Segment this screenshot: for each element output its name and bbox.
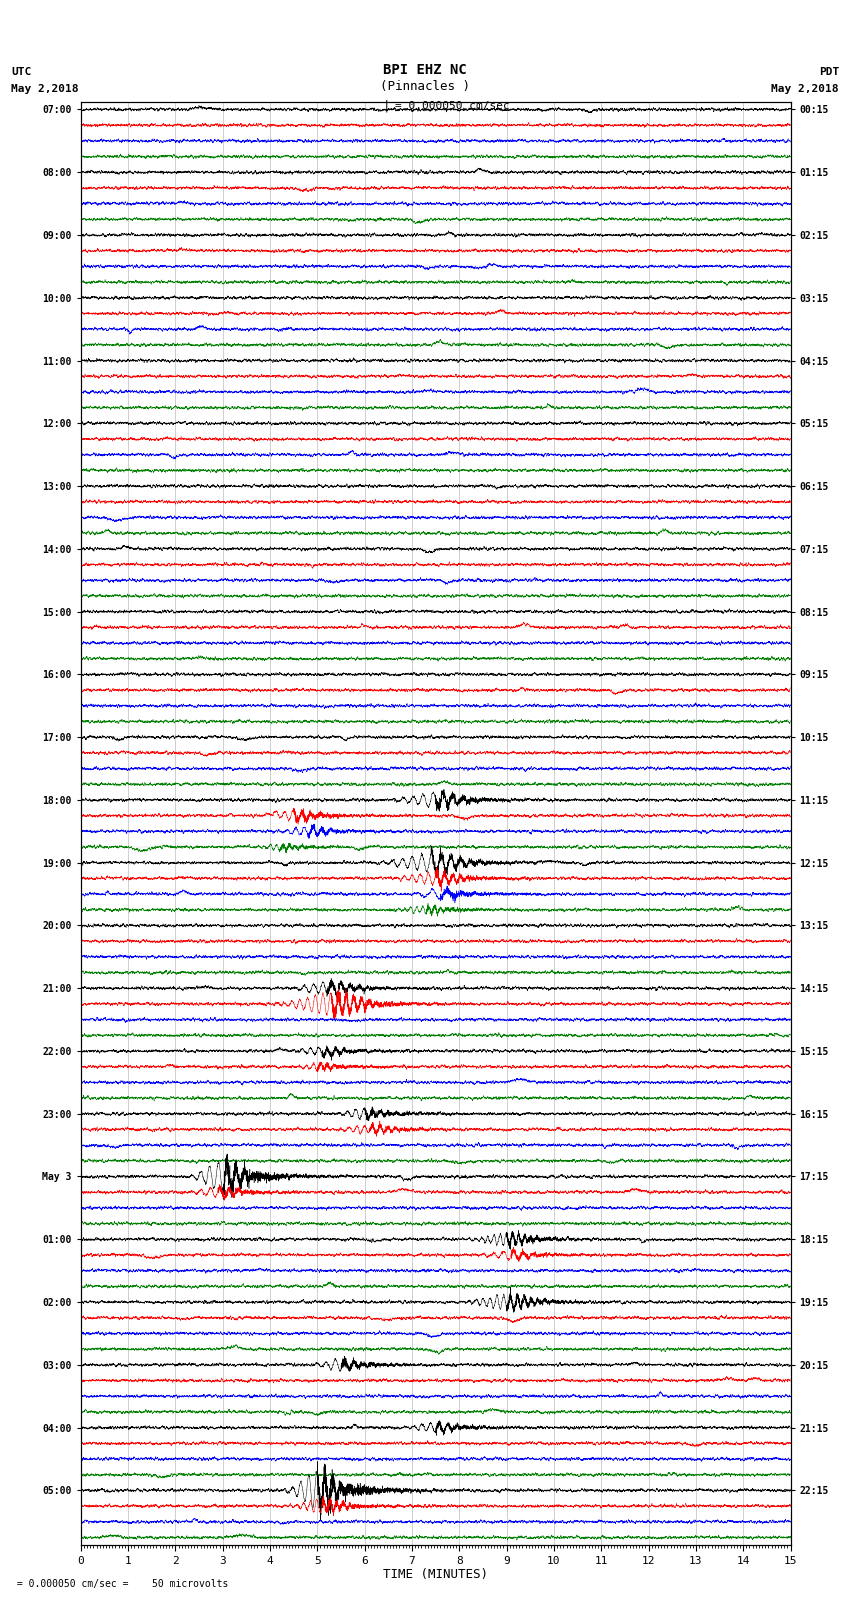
Text: May 2,2018: May 2,2018 [772, 84, 839, 94]
Text: = 0.000050 cm/sec =    50 microvolts: = 0.000050 cm/sec = 50 microvolts [11, 1579, 229, 1589]
Text: BPI EHZ NC: BPI EHZ NC [383, 63, 467, 77]
Text: May 2,2018: May 2,2018 [11, 84, 78, 94]
Text: |: | [383, 100, 390, 113]
X-axis label: TIME (MINUTES): TIME (MINUTES) [383, 1568, 488, 1581]
Text: UTC: UTC [11, 68, 31, 77]
Text: (Pinnacles ): (Pinnacles ) [380, 79, 470, 92]
Text: PDT: PDT [819, 68, 839, 77]
Text: = 0.000050 cm/sec: = 0.000050 cm/sec [395, 102, 510, 111]
